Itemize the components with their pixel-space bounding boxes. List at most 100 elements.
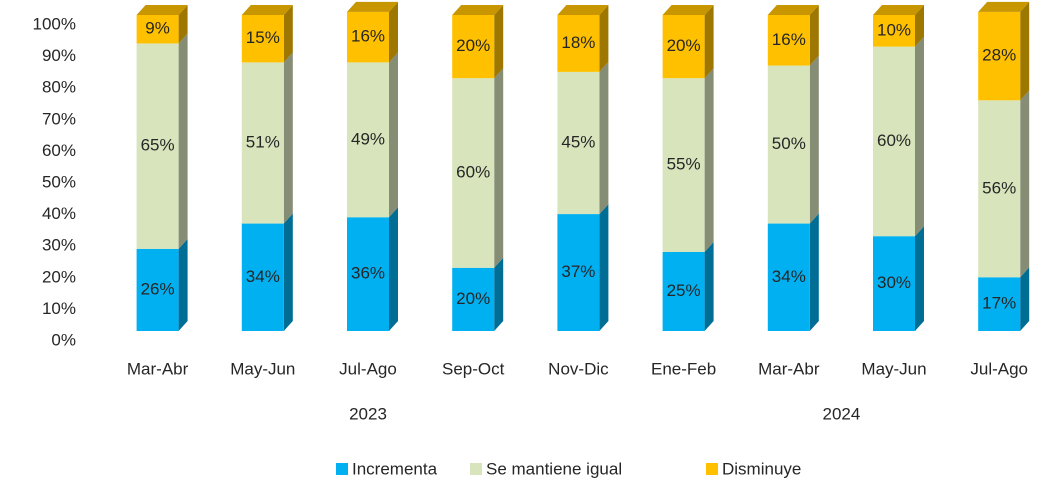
bar-segment [241, 15, 284, 63]
x-tick-label: Jul-Ago [970, 359, 1028, 378]
data-label: 34% [246, 267, 280, 286]
bar-segment [978, 277, 1021, 331]
legend-label: Se mantiene igual [486, 459, 622, 478]
bar-segment [557, 214, 600, 331]
y-tick-label: 100% [33, 14, 76, 33]
bar-side [809, 55, 819, 224]
y-tick-label: 0% [51, 330, 76, 349]
data-label: 37% [561, 262, 595, 281]
data-label: 20% [456, 289, 490, 308]
legend-swatch [336, 463, 348, 475]
bar-side [704, 5, 714, 79]
bar-side [704, 68, 714, 252]
bar-side [178, 5, 188, 44]
y-tick-label: 80% [42, 78, 76, 97]
data-label: 18% [561, 33, 595, 52]
data-label: 56% [982, 178, 1016, 197]
x-tick-label: Sep-Oct [442, 359, 505, 378]
bar-side [809, 213, 819, 331]
bar-segment [662, 252, 705, 331]
y-tick-label: 90% [42, 46, 76, 65]
data-label: 20% [456, 36, 490, 55]
bar-segment [767, 65, 810, 224]
data-label: 60% [456, 162, 490, 181]
data-label: 10% [877, 20, 911, 39]
bar-side [283, 52, 293, 224]
bar-segment [873, 46, 915, 237]
bar-side [1020, 267, 1030, 331]
legend-label: Incrementa [352, 459, 438, 478]
data-label: 60% [877, 131, 911, 150]
x-tick-label: Mar-Abr [127, 359, 189, 378]
bar-segment [241, 223, 284, 331]
bar-segment [347, 11, 389, 63]
bar-side [389, 1, 398, 63]
bar-top [241, 5, 293, 15]
bar-top [136, 5, 188, 15]
bar-segment [136, 43, 179, 249]
data-label: 55% [667, 155, 701, 174]
x-tick-label: Nov-Dic [548, 359, 609, 378]
bar-side [1020, 1, 1030, 101]
x-tick-label: Jul-Ago [339, 359, 397, 378]
bar-side [494, 68, 504, 268]
data-label: 49% [351, 129, 385, 148]
data-label: 51% [246, 132, 280, 151]
bar-side [389, 207, 398, 331]
bar-side [1020, 90, 1030, 278]
x-tick-label: Ene-Feb [651, 359, 716, 378]
data-label: 16% [772, 30, 806, 49]
data-label: 26% [141, 279, 175, 298]
data-label: 30% [877, 273, 911, 292]
legend-swatch [470, 463, 482, 475]
bar-segment [241, 62, 284, 224]
bar-top [662, 5, 714, 15]
group-label: 2023 [349, 404, 387, 423]
bar-segment [347, 217, 389, 331]
bar-side [599, 204, 609, 331]
legend-label: Disminuye [722, 459, 801, 478]
y-tick-label: 70% [42, 109, 76, 128]
data-label: 50% [772, 134, 806, 153]
bar-top [557, 5, 609, 15]
bar-segment [136, 248, 179, 331]
bar-side [915, 226, 924, 331]
bar-segment [662, 78, 705, 252]
data-label: 25% [667, 281, 701, 300]
bar-side [494, 5, 504, 79]
data-label: 20% [667, 36, 701, 55]
data-label: 9% [145, 19, 170, 38]
bar-side [389, 52, 398, 218]
bar-side [915, 36, 924, 237]
bar-segment [873, 236, 915, 331]
y-tick-label: 30% [42, 236, 76, 255]
bar-side [704, 242, 714, 331]
bar-segment [662, 15, 705, 79]
x-tick-label: May-Jun [861, 359, 926, 378]
bar-side [915, 5, 924, 47]
bar-side [178, 33, 188, 249]
bar-segment [767, 223, 810, 331]
legend-swatch [706, 463, 718, 475]
y-tick-label: 10% [42, 299, 76, 318]
bar-segment [978, 100, 1021, 278]
x-tick-label: May-Jun [230, 359, 295, 378]
bar-side [283, 5, 293, 63]
bar-top [873, 5, 924, 15]
bar-segment [557, 71, 600, 215]
bar-side [599, 5, 609, 72]
data-label: 36% [351, 264, 385, 283]
y-tick-label: 60% [42, 141, 76, 160]
bar-side [178, 238, 188, 331]
y-tick-label: 50% [42, 172, 76, 191]
bar-segment [347, 62, 389, 218]
bar-side [283, 213, 293, 331]
bar-side [494, 257, 504, 331]
bar-top [978, 1, 1030, 12]
bar-segment [978, 11, 1021, 101]
bar-segment [767, 15, 810, 66]
bar-segment [557, 15, 600, 72]
data-label: 16% [351, 27, 385, 46]
data-label: 34% [772, 267, 806, 286]
